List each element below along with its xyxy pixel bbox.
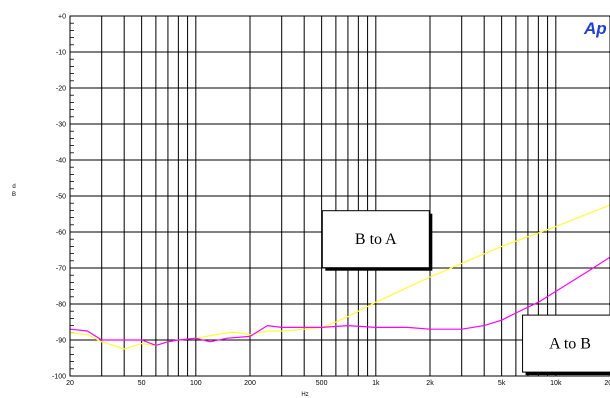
y-tick-label: -10 <box>56 50 66 57</box>
x-tick-label: 500 <box>316 380 328 387</box>
x-tick-label: 50 <box>138 380 146 387</box>
x-tick-label: 5k <box>498 380 506 387</box>
callout-label: B to A <box>355 231 397 248</box>
x-tick-label: 1k <box>372 380 380 387</box>
series-line <box>69 256 610 347</box>
x-tick-label: 100 <box>190 380 202 387</box>
x-tick-label: 2k <box>426 380 434 387</box>
x-axis-ticks: 20 50 100 200 500 1k 2k 5k 10k 20k <box>66 380 610 387</box>
series-lines <box>69 204 610 350</box>
y-axis-ticks: +0 -10 -20 -30 -40 -50 -60 -70 -80 -90 -100 <box>52 14 66 381</box>
y-tick-label: -20 <box>56 86 66 93</box>
callout-frame <box>321 210 430 269</box>
y-tick-label: -40 <box>56 158 66 165</box>
series-line <box>69 204 610 350</box>
y-tick-label: -100 <box>52 374 66 381</box>
y-tick-label: +0 <box>58 14 66 21</box>
y-tick-label: -70 <box>56 266 66 273</box>
callout-frame <box>522 314 610 373</box>
x-axis-label: Hz <box>301 392 308 398</box>
y-tick-label: -80 <box>56 302 66 309</box>
callout-box: A to B <box>522 314 610 376</box>
callout-label: A to B <box>549 336 591 353</box>
callout-box: B to A <box>321 210 433 271</box>
y-tick-label: -50 <box>56 194 66 201</box>
brand-logo: Ap <box>583 19 607 38</box>
series-callouts: B to A A to B <box>321 210 610 376</box>
y-tick-label: -30 <box>56 122 66 129</box>
x-tick-label: 10k <box>550 380 562 387</box>
plot-frame <box>69 15 610 377</box>
y-tick-label: -90 <box>56 338 66 345</box>
x-tick-label: 20k <box>604 380 610 387</box>
y-tick-label: -60 <box>56 230 66 237</box>
x-tick-label: 20 <box>66 380 74 387</box>
x-tick-label: 200 <box>244 380 256 387</box>
